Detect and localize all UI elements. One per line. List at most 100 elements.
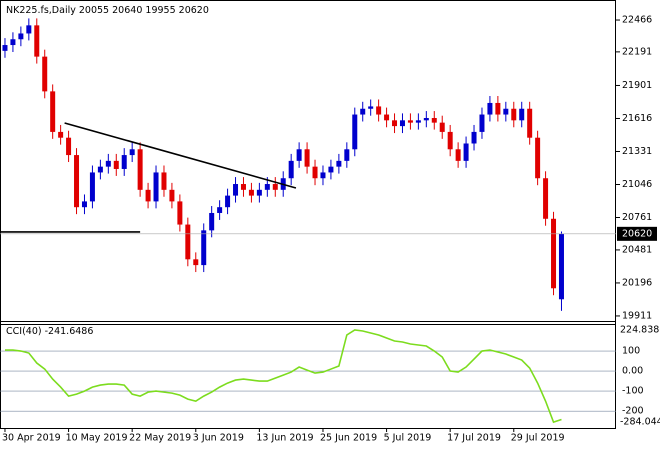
y-tick-label: 22191 (622, 46, 652, 57)
ohlc-high: 20640 (112, 5, 142, 16)
candle-body (185, 224, 191, 260)
candle-body (225, 195, 231, 208)
price-label: 20620 (622, 228, 652, 239)
x-tick-label: 25 Jun 2019 (320, 433, 377, 444)
y-tick-label: -100 (622, 386, 644, 397)
ohlc-open: 20055 (79, 5, 109, 16)
indicator-name: CCI(40) (6, 326, 42, 337)
y-tick-label: 20196 (622, 277, 652, 288)
candle-body (177, 201, 183, 225)
y-tick-label: -200 (622, 406, 644, 417)
candle-body (233, 184, 239, 196)
candle-body (217, 207, 223, 213)
candle-body (415, 120, 421, 123)
candle-body (296, 149, 302, 161)
x-tick-label: 5 Jul 2019 (384, 433, 432, 444)
candle-body (551, 218, 557, 289)
candle-body (503, 108, 509, 115)
candle-body (439, 122, 445, 132)
candle-body (248, 189, 254, 196)
candle-body (511, 108, 517, 121)
candle-body (479, 114, 485, 132)
candle-body (312, 166, 318, 179)
y-tick-label: 21046 (622, 179, 652, 190)
y-tick-label: 20761 (622, 212, 652, 223)
y-tick-label: 19911 (622, 310, 652, 321)
candle-body (10, 39, 16, 46)
candle-body (543, 178, 549, 219)
y-tick-label: 21616 (622, 113, 652, 124)
candle-body (304, 149, 310, 167)
candle-body (137, 149, 143, 190)
candle-body (74, 155, 80, 208)
candle-body (463, 143, 469, 161)
candle-body (193, 259, 199, 266)
x-tick-label: 30 Apr 2019 (2, 433, 61, 444)
candle-body (50, 91, 56, 132)
candle-body (66, 137, 72, 156)
candle-body (121, 155, 127, 169)
candle-body (240, 184, 246, 190)
y-tick-label: 20481 (622, 244, 652, 255)
x-tick-label: 17 Jul 2019 (447, 433, 501, 444)
indicator-value: -241.6486 (45, 326, 94, 337)
candle-body (455, 149, 461, 161)
candle-body (423, 118, 429, 121)
ohlc-low: 19955 (145, 5, 175, 16)
candle-body (26, 25, 32, 34)
candle-body (376, 106, 382, 115)
chart-title: NK225.fs,Daily 20055 20640 19955 20620 (6, 5, 209, 16)
candle-body (169, 189, 175, 202)
candle-body (145, 189, 151, 202)
indicator-line (4, 329, 562, 424)
candle-body (368, 106, 374, 109)
candle-body (519, 108, 525, 121)
candle-body (129, 149, 135, 156)
candle-body (535, 137, 541, 179)
candle-body (113, 160, 119, 169)
y-tick-label: 21901 (622, 80, 652, 91)
candle-body (81, 201, 87, 208)
candle-body (392, 120, 398, 127)
indicator-title: CCI(40) -241.6486 (6, 326, 93, 337)
candle-body (2, 45, 8, 51)
candle-body (89, 172, 95, 202)
x-tick-label: 22 May 2019 (129, 433, 191, 444)
candle-body (18, 33, 24, 40)
candle-body (360, 108, 366, 115)
candle-body (256, 189, 262, 196)
x-tick-label: 10 May 2019 (66, 433, 128, 444)
y-tick-label: 22466 (622, 15, 652, 26)
candle-body (288, 160, 294, 179)
candle-body (97, 166, 103, 173)
candle-body (153, 172, 159, 202)
candle-body (209, 212, 215, 231)
candle-body (201, 230, 207, 266)
candle-body (384, 114, 390, 121)
trendline (64, 122, 297, 189)
x-tick-label: 13 Jun 2019 (256, 433, 313, 444)
candle-body (42, 56, 48, 92)
candle-body (34, 25, 40, 57)
plot-frame (0, 0, 616, 429)
y-limit-label: 224.8386 (620, 325, 660, 336)
y-tick-label: 100 (622, 346, 640, 357)
candle-body (352, 114, 358, 150)
candle-body (105, 160, 111, 167)
candle-body (407, 120, 413, 123)
candle-body (328, 166, 334, 173)
candle-body (471, 131, 477, 144)
candle-body (336, 160, 342, 167)
candle-body (495, 102, 501, 115)
candle-body (527, 108, 533, 138)
x-tick-label: 3 Jun 2019 (193, 433, 244, 444)
symbol: NK225.fs,Daily (6, 5, 76, 16)
candle-body (558, 233, 564, 300)
candle-body (320, 172, 326, 179)
candle-body (264, 184, 270, 190)
x-tick-label: 29 Jul 2019 (511, 433, 565, 444)
y-limit-label: -284.044 (620, 417, 660, 428)
candle-body (431, 118, 437, 123)
candle-body (161, 172, 167, 190)
